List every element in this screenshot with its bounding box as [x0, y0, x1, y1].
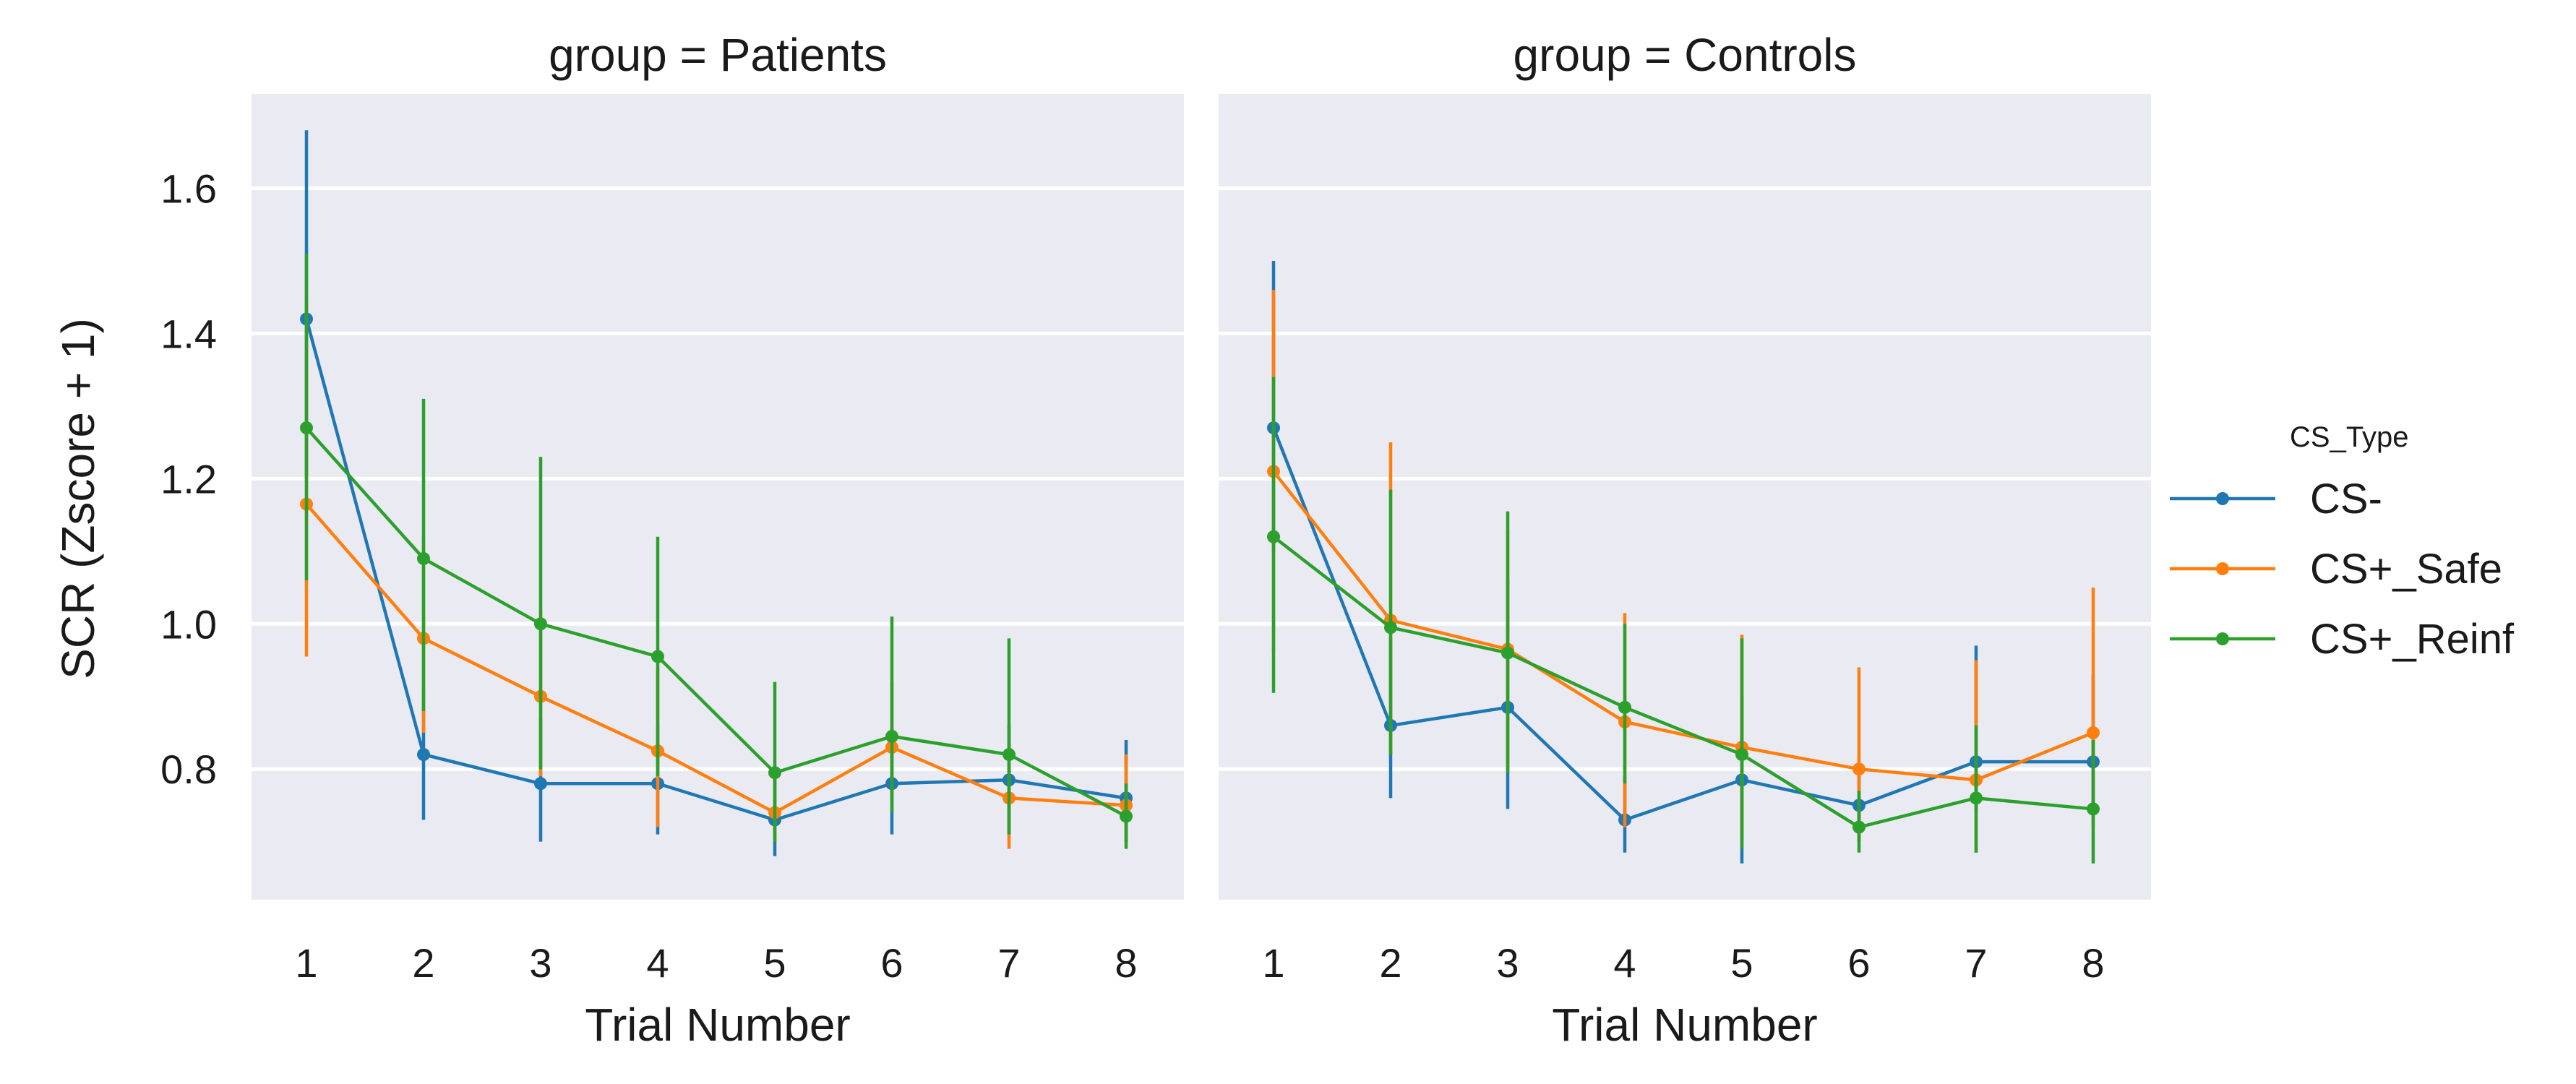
data-point	[1501, 646, 1514, 660]
panel-title: group = Controls	[1514, 29, 1857, 81]
legend-label: CS-	[2310, 476, 2382, 522]
x-tick-label: 4	[646, 940, 669, 986]
x-axis-label: Trial Number	[585, 999, 850, 1051]
x-tick-label: 4	[1613, 940, 1636, 986]
x-tick-label: 1	[1262, 940, 1284, 986]
series-line	[1271, 427, 2093, 822]
x-tick-label: 7	[997, 940, 1020, 986]
x-tick-label: 5	[1730, 940, 1753, 986]
data-point	[1267, 530, 1280, 543]
data-point	[1852, 820, 1866, 834]
y-tick-label: 1.4	[160, 311, 217, 356]
data-point	[417, 551, 430, 565]
data-point	[534, 617, 547, 631]
panel-background	[252, 94, 1184, 900]
x-tick-label: 3	[529, 940, 551, 986]
legend-item-cs-reinf: CS+_Reinf	[2170, 616, 2515, 663]
y-tick-label: 1.0	[160, 601, 217, 647]
x-tick-label: 2	[1379, 940, 1401, 986]
data-point	[534, 777, 547, 791]
data-point	[1003, 748, 1016, 762]
series-line	[305, 503, 1127, 814]
legend: CS_Type CS- CS+_Safe CS+_Reinf	[2170, 421, 2515, 663]
x-tick-label: 8	[1115, 940, 1137, 986]
series-line	[305, 426, 1128, 818]
legend-item-cs-safe: CS+_Safe	[2170, 546, 2502, 593]
legend-swatch-marker	[2216, 632, 2229, 645]
x-tick-label: 5	[763, 940, 786, 986]
data-point	[1852, 762, 1866, 776]
data-point	[651, 650, 664, 663]
y-axis-label: SCR (Zscore + 1)	[52, 318, 104, 679]
series-line	[304, 318, 1127, 822]
x-tick-label: 8	[2082, 940, 2104, 986]
series-cs-reinf	[300, 253, 1133, 849]
data-point	[1618, 700, 1631, 714]
data-point	[1120, 809, 1133, 823]
x-tick-label: 7	[1965, 940, 1987, 986]
x-axis-label: Trial Number	[1552, 999, 1817, 1051]
legend-label: CS+_Safe	[2310, 546, 2502, 593]
panel-background	[1219, 94, 2151, 900]
x-tick-label: 1	[295, 940, 317, 986]
data-point	[1735, 748, 1748, 762]
data-point	[1384, 621, 1397, 635]
legend-swatch-marker	[2216, 492, 2229, 505]
panel-group-controls: group = Controls 1 2 3 4 5 6 7 8 Trial Number	[1219, 29, 2151, 1051]
data-point	[2087, 726, 2100, 739]
series-cs-reinf	[1267, 377, 2100, 864]
series-line	[1272, 535, 2094, 829]
legend-label: CS+_Reinf	[2310, 616, 2515, 663]
data-point	[300, 421, 313, 435]
chart-panels: group = Patients 0.8 1.0 1.2 1.4 1.6 1 2 3 4 5 6 7 8 T…	[160, 29, 2151, 1051]
panel-group-patients: group = Patients 0.8 1.0 1.2 1.4 1.6 1 2 3 4 5 6 7 8 T…	[160, 29, 1184, 1051]
x-tick-label: 2	[412, 940, 434, 986]
legend-title: CS_Type	[2290, 421, 2409, 453]
y-tick-label: 0.8	[160, 747, 217, 792]
x-tick-label: 3	[1496, 940, 1519, 986]
data-point	[417, 748, 430, 762]
series-line	[1272, 470, 2094, 782]
data-point	[1970, 791, 1983, 805]
data-point	[768, 766, 781, 780]
x-tick-label: 6	[880, 940, 903, 986]
y-tick-label: 1.6	[160, 166, 217, 212]
y-tick-label: 1.2	[160, 456, 217, 502]
data-point	[2087, 802, 2100, 816]
legend-item-cs: CS-	[2170, 476, 2382, 522]
data-point	[885, 729, 898, 743]
panel-title: group = Patients	[549, 29, 887, 81]
legend-swatch-marker	[2216, 562, 2229, 575]
x-tick-label: 6	[1847, 940, 1870, 986]
